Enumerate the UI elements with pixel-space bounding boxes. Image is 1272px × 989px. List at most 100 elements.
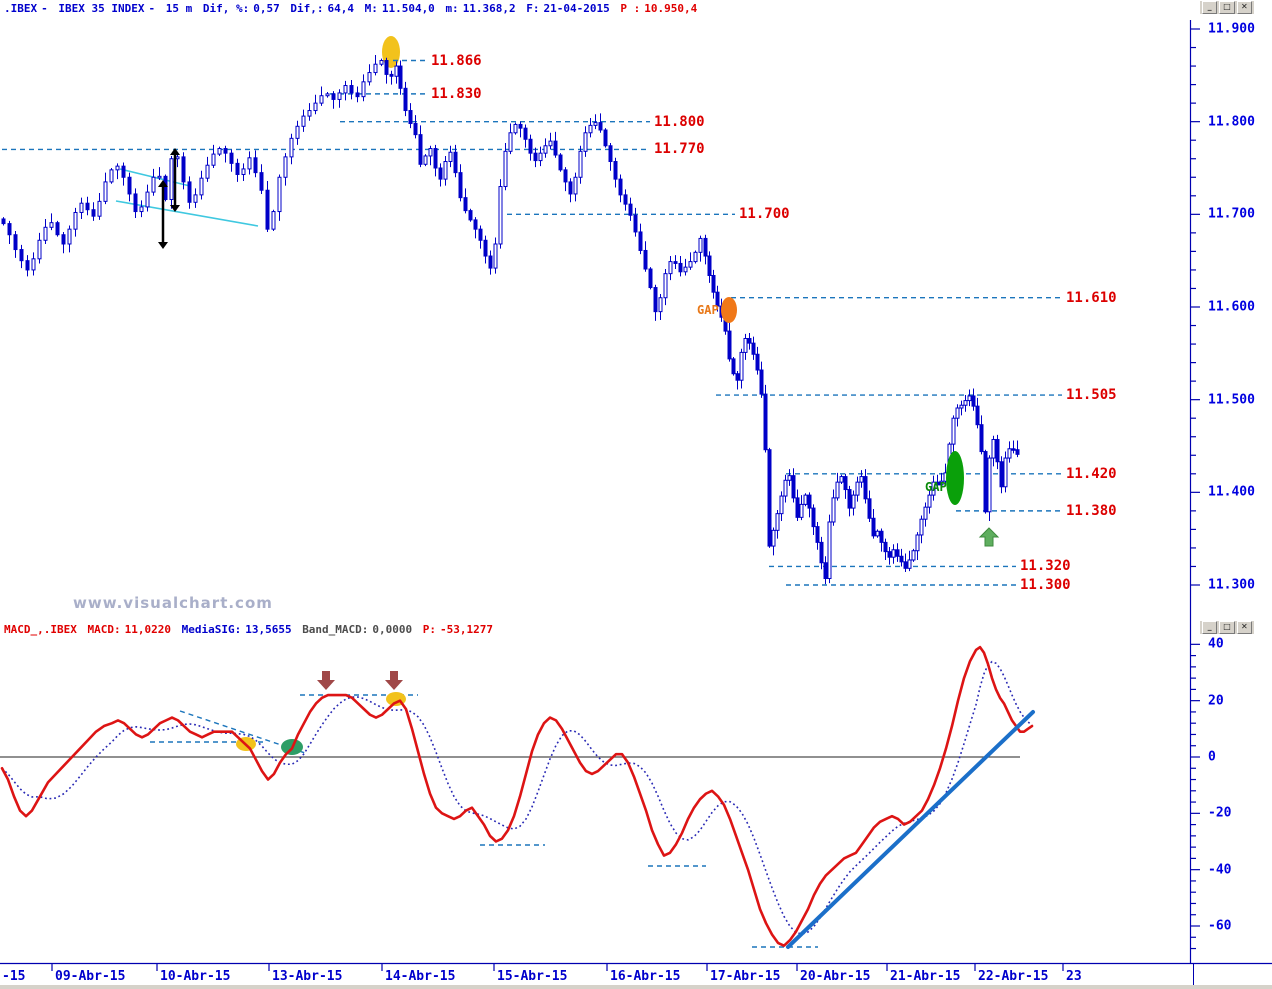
macd-axis-label: 20 bbox=[1208, 693, 1224, 709]
p-label: P : bbox=[620, 2, 641, 15]
price-axis-label: 11.500 bbox=[1208, 392, 1255, 408]
candle-body bbox=[283, 156, 288, 178]
macd-axis-label: 0 bbox=[1208, 749, 1216, 765]
candle-body bbox=[827, 521, 832, 580]
candle-body bbox=[25, 260, 30, 271]
candle-body bbox=[7, 223, 12, 236]
dif-value: 64,4 bbox=[327, 2, 354, 15]
candle-body bbox=[759, 369, 764, 395]
window-bottom-edge bbox=[0, 985, 1272, 989]
candle-body bbox=[313, 102, 318, 112]
max-value: 11.504,0 bbox=[381, 2, 435, 15]
candle-body bbox=[983, 451, 988, 513]
macd-panel-header: MACD_,.IBEX MACD: 11,0220 MediaSIG: 13,565… bbox=[4, 623, 497, 636]
candle-body bbox=[815, 526, 820, 543]
price-level-label: 11.830 bbox=[431, 85, 482, 102]
candle-body bbox=[295, 125, 300, 139]
candle-body bbox=[49, 222, 54, 228]
candle-body bbox=[927, 494, 932, 508]
candle-body bbox=[863, 476, 868, 500]
candle-body bbox=[145, 191, 150, 208]
symbol-label: .IBEX bbox=[4, 2, 38, 15]
candle-body bbox=[751, 342, 756, 355]
candle-body bbox=[97, 200, 102, 217]
candle-body bbox=[915, 534, 920, 552]
price-level-label: 11.700 bbox=[739, 206, 790, 223]
price-level-label: 11.380 bbox=[1066, 502, 1117, 519]
candle-body bbox=[468, 210, 473, 221]
candle-body bbox=[19, 249, 24, 262]
candle-body bbox=[775, 513, 780, 531]
candle-body bbox=[343, 85, 348, 94]
candle-body bbox=[879, 530, 884, 543]
candle-body bbox=[735, 373, 740, 381]
candle-body bbox=[935, 481, 940, 486]
candle-body bbox=[638, 231, 643, 251]
candle-body bbox=[115, 165, 120, 171]
max-label: M: bbox=[364, 2, 378, 15]
candle-body bbox=[259, 172, 264, 191]
candle-body bbox=[715, 291, 720, 307]
maximize-button[interactable]: □ bbox=[1219, 1, 1235, 14]
candle-body bbox=[349, 85, 354, 94]
candle-body bbox=[633, 214, 638, 233]
candle-body bbox=[743, 338, 748, 353]
candle-body bbox=[563, 169, 568, 183]
price-y-axis[interactable] bbox=[1190, 20, 1272, 618]
candle-body bbox=[73, 211, 78, 230]
candle-body bbox=[37, 239, 42, 260]
candle-body bbox=[398, 65, 403, 89]
candle-body bbox=[453, 151, 458, 174]
candle-body bbox=[867, 498, 872, 519]
close-button[interactable]: ✕ bbox=[1236, 621, 1252, 634]
watermark: www.visualchart.com bbox=[73, 594, 273, 612]
maximize-button[interactable]: □ bbox=[1219, 621, 1235, 634]
minimize-button[interactable]: _ bbox=[1202, 621, 1218, 634]
candle-body bbox=[199, 177, 204, 196]
candle-body bbox=[987, 457, 992, 513]
price-chart-surface[interactable] bbox=[0, 20, 1190, 618]
candle-body bbox=[438, 167, 443, 180]
minimize-button[interactable]: _ bbox=[1202, 1, 1218, 14]
candle-body bbox=[151, 176, 156, 193]
candle-body bbox=[91, 209, 96, 217]
candle-body bbox=[379, 60, 384, 65]
band-label: Band_MACD: bbox=[302, 623, 369, 636]
candle-body bbox=[703, 237, 708, 257]
candle-body bbox=[895, 549, 900, 557]
candle-body bbox=[1003, 457, 1008, 488]
time-axis-label: 15-Abr-15 bbox=[497, 969, 568, 984]
close-button[interactable]: ✕ bbox=[1236, 1, 1252, 14]
candle-body bbox=[931, 481, 936, 496]
candle-body bbox=[653, 287, 658, 313]
sell-signal-arrow-1 bbox=[317, 671, 335, 690]
channel-line-lower bbox=[115, 200, 259, 227]
candle-body bbox=[85, 202, 90, 211]
candle-body bbox=[139, 206, 144, 213]
time-axis-label: 17-Abr-15 bbox=[710, 969, 781, 984]
price-level-label: 11.800 bbox=[654, 113, 705, 130]
candle-body bbox=[939, 480, 944, 486]
candle-body bbox=[883, 541, 888, 553]
candle-body bbox=[975, 405, 980, 426]
candle-body bbox=[819, 541, 824, 564]
candle-body bbox=[771, 529, 776, 547]
gap-up-ellipse bbox=[946, 451, 964, 505]
candle-body bbox=[903, 561, 908, 569]
macd-chart-surface[interactable] bbox=[0, 640, 1190, 962]
candle-body bbox=[967, 395, 972, 402]
candle-body bbox=[331, 93, 336, 100]
candle-body bbox=[223, 148, 228, 154]
candle-body bbox=[855, 481, 860, 496]
candle-body bbox=[859, 476, 864, 483]
macd-y-axis[interactable] bbox=[1190, 640, 1272, 962]
candle-body bbox=[127, 176, 132, 195]
macd-p-label: P: bbox=[422, 623, 437, 636]
candle-body bbox=[448, 151, 453, 163]
candle-body bbox=[103, 181, 108, 202]
price-level-label: 11.320 bbox=[1020, 558, 1071, 575]
candle-body bbox=[488, 255, 493, 269]
candle-body bbox=[799, 503, 804, 518]
macd-signal-line bbox=[1, 660, 1033, 935]
candle-body bbox=[739, 351, 744, 381]
